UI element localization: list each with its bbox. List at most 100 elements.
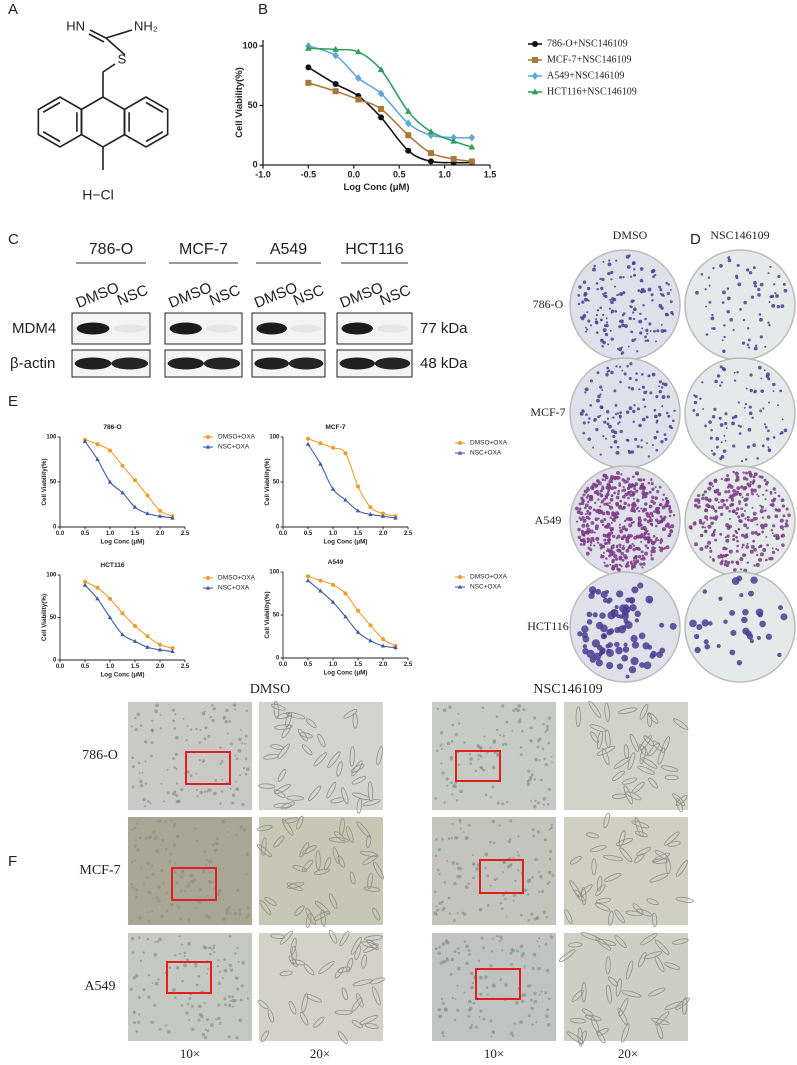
cell (324, 857, 332, 871)
colony (736, 263, 740, 267)
colony (618, 523, 621, 526)
cell (513, 1022, 516, 1025)
colony (577, 631, 583, 637)
cell (220, 759, 224, 763)
cell (532, 804, 537, 809)
cell (451, 723, 455, 727)
cell (482, 946, 486, 950)
colony (634, 437, 638, 441)
colony (762, 407, 765, 410)
colony (757, 484, 762, 489)
cell (500, 938, 503, 941)
colony (594, 483, 599, 488)
marker (332, 51, 339, 60)
cell (144, 760, 147, 763)
cell (146, 800, 150, 803)
cell (233, 911, 237, 916)
cell (485, 986, 489, 990)
colony (615, 501, 620, 506)
colony (641, 385, 645, 389)
colony (659, 647, 666, 654)
colony (618, 365, 622, 368)
cell (315, 850, 321, 870)
cell (536, 745, 540, 749)
cell (171, 708, 175, 712)
colony (640, 482, 645, 487)
cell (527, 769, 531, 773)
cell (197, 1018, 201, 1022)
colony (622, 544, 625, 547)
cell (643, 951, 663, 960)
colony (763, 523, 768, 528)
bond (89, 29, 133, 56)
colony (617, 422, 620, 425)
colony (581, 409, 585, 413)
colony (732, 470, 735, 474)
cell (174, 996, 177, 999)
colony (666, 395, 670, 399)
cell (527, 984, 531, 988)
cell (279, 970, 293, 977)
colony (749, 373, 753, 377)
cell (471, 981, 475, 985)
colony (642, 304, 645, 307)
colony (734, 414, 738, 419)
marker (305, 578, 311, 583)
colony (580, 501, 585, 506)
cell (540, 889, 545, 893)
colony (736, 544, 739, 548)
cell (160, 869, 164, 873)
colony (622, 312, 626, 315)
cell (526, 782, 531, 786)
cell (299, 732, 313, 739)
colony (647, 536, 651, 540)
cell (199, 790, 204, 795)
marker (95, 457, 100, 462)
colony (605, 557, 608, 560)
cell (175, 794, 179, 798)
colony (772, 436, 776, 439)
colony (693, 400, 698, 405)
colony (586, 649, 595, 659)
colony (706, 518, 709, 521)
cell (475, 867, 480, 871)
cell (202, 759, 206, 763)
cell (237, 960, 240, 963)
colony (699, 397, 702, 401)
cell (173, 790, 177, 793)
cell (339, 930, 350, 947)
double-bond (145, 101, 164, 113)
band (74, 357, 112, 370)
colony (632, 420, 635, 424)
cell (299, 1011, 309, 1026)
colony (651, 495, 655, 499)
cell (516, 949, 519, 953)
colony (767, 377, 771, 381)
colony (785, 507, 789, 511)
colony (620, 565, 623, 568)
colony (725, 427, 728, 430)
marker (378, 106, 385, 113)
cell (511, 949, 516, 953)
cell (468, 953, 471, 956)
cell (546, 1008, 550, 1012)
band-faint (290, 324, 322, 333)
cell (615, 837, 634, 846)
cell (478, 1016, 481, 1018)
cell (438, 1014, 443, 1019)
colony (589, 324, 592, 327)
colony (601, 545, 605, 548)
cell (242, 767, 246, 770)
colony (732, 488, 736, 493)
cell (652, 740, 663, 751)
colony (782, 282, 786, 286)
colony (618, 416, 622, 419)
cell (542, 796, 547, 801)
cell (502, 734, 506, 738)
cell (453, 784, 457, 789)
y-tick-label: 50 (50, 615, 57, 621)
cell (289, 959, 306, 966)
cell (605, 956, 611, 975)
cell (437, 951, 442, 956)
colony (650, 479, 653, 482)
